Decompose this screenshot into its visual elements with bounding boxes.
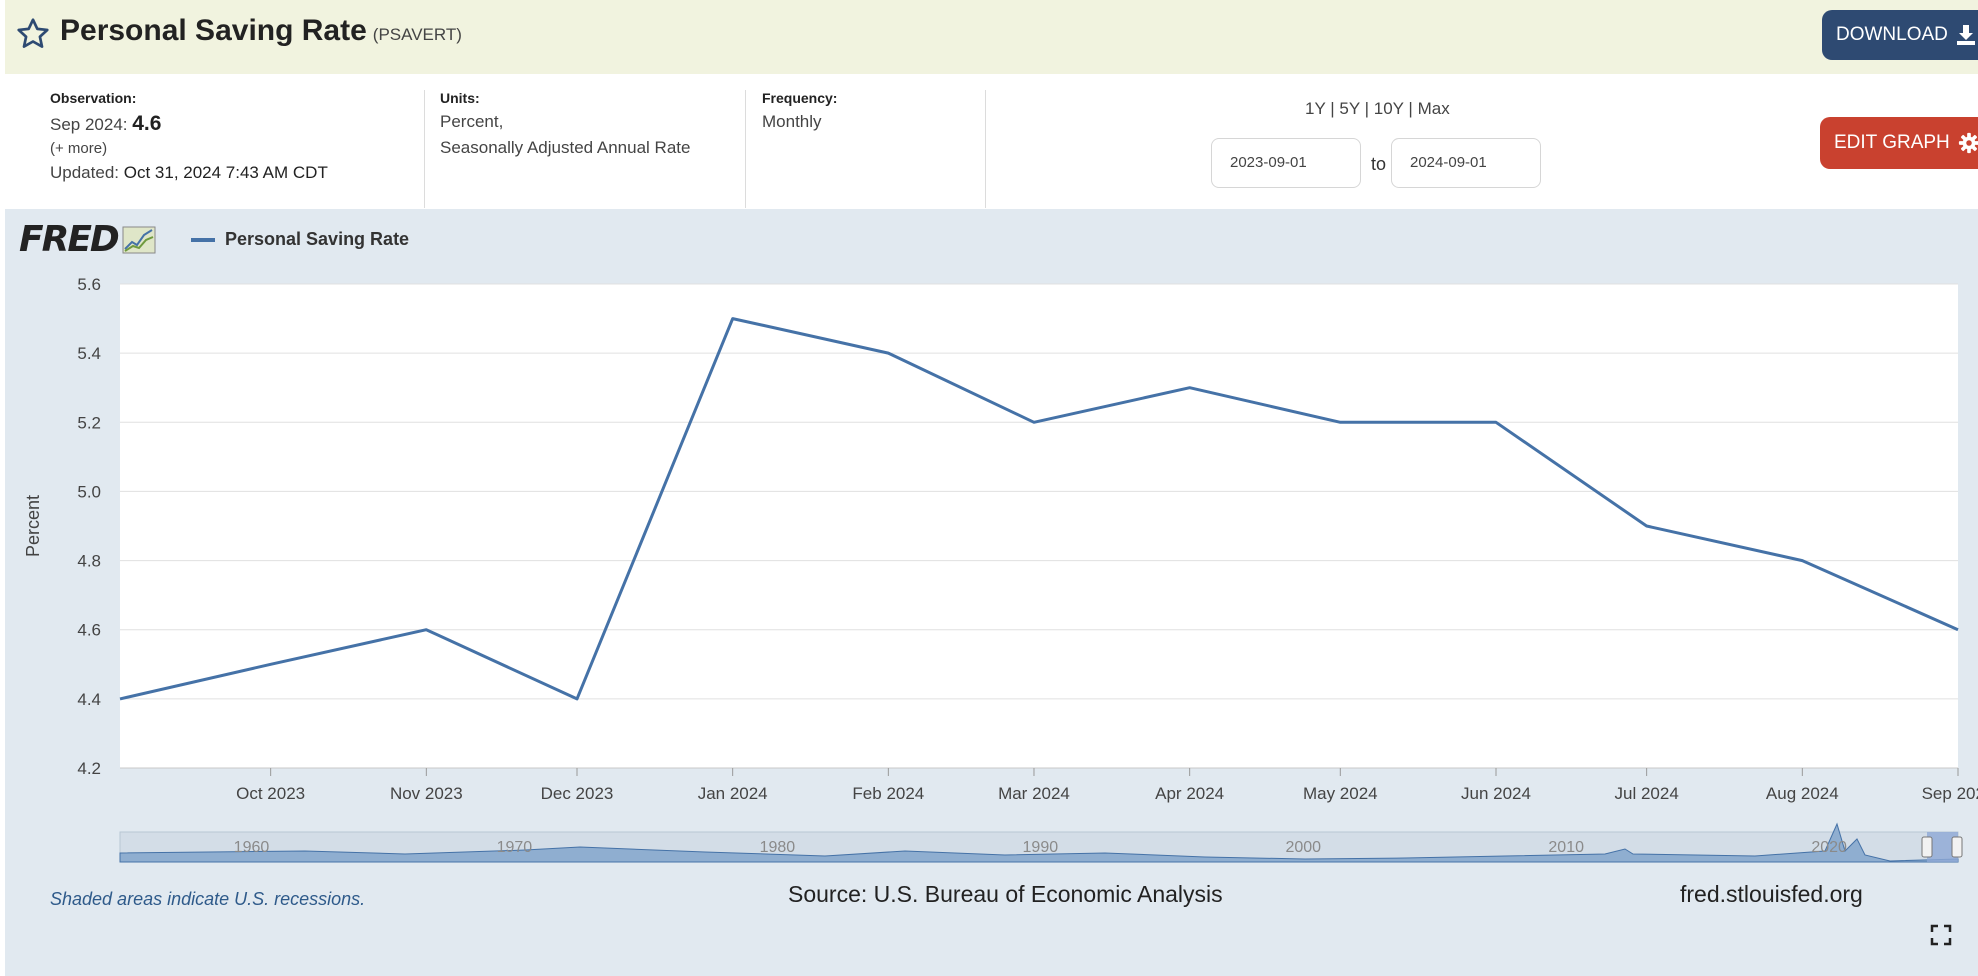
x-tick-label: Feb 2024 xyxy=(852,784,924,803)
x-tick-label: Jan 2024 xyxy=(698,784,768,803)
observation-date: Sep 2024: xyxy=(50,115,128,134)
data-point[interactable] xyxy=(1954,626,1962,634)
series-title: Personal Saving Rate xyxy=(60,14,367,47)
x-tick-label: Jun 2024 xyxy=(1461,784,1531,803)
edit-graph-label: EDIT GRAPH xyxy=(1834,132,1950,153)
edit-graph-button[interactable]: EDIT GRAPH xyxy=(1820,117,1978,169)
updated-value: Oct 31, 2024 7:43 AM CDT xyxy=(123,163,328,182)
observation-label: Observation: xyxy=(50,90,137,106)
x-tick-label: Aug 2024 xyxy=(1766,784,1839,803)
navigator-year-label: 1990 xyxy=(1023,839,1059,856)
data-point[interactable] xyxy=(1492,418,1500,426)
range-10y[interactable]: 10Y xyxy=(1373,99,1404,118)
range-links: 1Y | 5Y | 10Y | Max xyxy=(1305,99,1450,118)
divider xyxy=(424,90,425,208)
x-tick-label: Mar 2024 xyxy=(998,784,1070,803)
data-point[interactable] xyxy=(729,315,737,323)
legend-swatch xyxy=(191,237,215,242)
line-chart: 4.2 4.4 4.6 4.8 5.0 5.2 5.4 5.6 Oct 2023 Nov 202… xyxy=(23,275,1978,803)
y-tick-label: 5.6 xyxy=(77,275,101,294)
chart-legend: Personal Saving Rate xyxy=(191,229,409,250)
y-axis-label: Percent xyxy=(23,495,43,557)
frequency-value: Monthly xyxy=(762,112,822,131)
graph-panel: FRED Personal Saving Rate 4.2 4.4 4.6 4.8 5.… xyxy=(5,209,1978,976)
fred-logo: FRED xyxy=(19,219,156,260)
more-link[interactable]: (+ more) xyxy=(50,140,108,157)
series-header: Personal Saving Rate (PSAVERT) DOWNLOAD xyxy=(5,0,1978,74)
to-label: to xyxy=(1371,154,1387,174)
page-title: Personal Saving Rate (PSAVERT) xyxy=(60,14,462,48)
download-icon xyxy=(1956,25,1975,45)
observation-block: Observation: Sep 2024: 4.6 (+ more) Upda… xyxy=(50,90,328,183)
y-tick-label: 4.2 xyxy=(77,759,101,778)
source-text: Source: U.S. Bureau of Economic Analysis xyxy=(788,881,1223,907)
navigator-year-label: 2000 xyxy=(1285,839,1321,856)
plot-area xyxy=(120,284,1958,768)
x-tick-label: Sep 2024 xyxy=(1922,784,1978,803)
data-point[interactable] xyxy=(1643,522,1651,530)
divider xyxy=(985,90,986,208)
observation-value: 4.6 xyxy=(132,112,162,135)
y-tick-label: 4.6 xyxy=(77,621,101,640)
x-tick-label: Nov 2023 xyxy=(390,784,463,803)
data-point[interactable] xyxy=(573,695,581,703)
fred-logo-text: FRED xyxy=(19,219,120,260)
frequency-block: Frequency: Monthly xyxy=(762,90,837,132)
download-label: DOWNLOAD xyxy=(1836,24,1948,45)
x-tick-label: Jul 2024 xyxy=(1615,784,1679,803)
data-point[interactable] xyxy=(1030,418,1038,426)
star-icon[interactable] xyxy=(15,16,51,52)
navigator-year-label: 2020 xyxy=(1811,839,1847,856)
start-date-input[interactable]: 2023-09-01 xyxy=(1211,138,1361,188)
data-point[interactable] xyxy=(422,626,430,634)
x-tick-label: Oct 2023 xyxy=(236,784,305,803)
y-tick-label: 5.4 xyxy=(77,344,101,363)
recession-note: Shaded areas indicate U.S. recessions. xyxy=(50,889,366,909)
frequency-label: Frequency: xyxy=(762,90,838,106)
units-line2: Seasonally Adjusted Annual Rate xyxy=(440,138,691,157)
range-1y[interactable]: 1Y xyxy=(1305,99,1326,118)
gear-icon xyxy=(1958,132,1978,154)
x-tick-label: Apr 2024 xyxy=(1155,784,1224,803)
download-button[interactable]: DOWNLOAD xyxy=(1822,10,1978,60)
data-point[interactable] xyxy=(116,695,124,703)
navigator-handle-right[interactable] xyxy=(1951,836,1963,858)
legend-label: Personal Saving Rate xyxy=(225,229,410,249)
divider xyxy=(745,90,746,208)
data-point[interactable] xyxy=(1336,418,1344,426)
range-navigator[interactable]: 1960 1970 1980 1990 2000 2010 2020 xyxy=(5,821,1978,871)
navigator-year-label: 1960 xyxy=(234,839,270,856)
range-5y[interactable]: 5Y xyxy=(1339,99,1360,118)
updated-label: Updated: xyxy=(50,163,119,182)
navigator-year-label: 1970 xyxy=(497,839,533,856)
navigator-year-label: 1980 xyxy=(760,839,796,856)
range-max[interactable]: Max xyxy=(1417,99,1450,118)
data-point[interactable] xyxy=(1186,384,1194,392)
x-tick-label: May 2024 xyxy=(1303,784,1378,803)
y-tick-label: 5.0 xyxy=(77,482,101,501)
units-line1: Percent, xyxy=(440,112,504,131)
y-tick-label: 5.2 xyxy=(77,413,101,432)
y-tick-label: 4.4 xyxy=(77,690,101,709)
x-tick-label: Dec 2023 xyxy=(541,784,614,803)
navigator-handle-left[interactable] xyxy=(1921,836,1933,858)
data-point[interactable] xyxy=(267,660,275,668)
data-point[interactable] xyxy=(1798,557,1806,565)
series-line[interactable] xyxy=(119,317,1959,701)
end-date-input[interactable]: 2024-09-01 xyxy=(1391,138,1541,188)
units-label: Units: xyxy=(440,90,480,106)
navigator-area xyxy=(119,822,1959,863)
series-meta: Observation: Sep 2024: 4.6 (+ more) Upda… xyxy=(5,74,1978,209)
navigator-year-label: 2010 xyxy=(1548,839,1584,856)
fullscreen-icon[interactable] xyxy=(1930,924,1952,946)
y-tick-label: 4.8 xyxy=(77,552,101,571)
series-id: (PSAVERT) xyxy=(372,25,462,44)
data-point[interactable] xyxy=(884,349,892,357)
chart-logo-icon xyxy=(122,226,156,253)
site-url[interactable]: fred.stlouisfed.org xyxy=(1680,881,1863,907)
units-block: Units: Percent, Seasonally Adjusted Annu… xyxy=(440,90,690,158)
